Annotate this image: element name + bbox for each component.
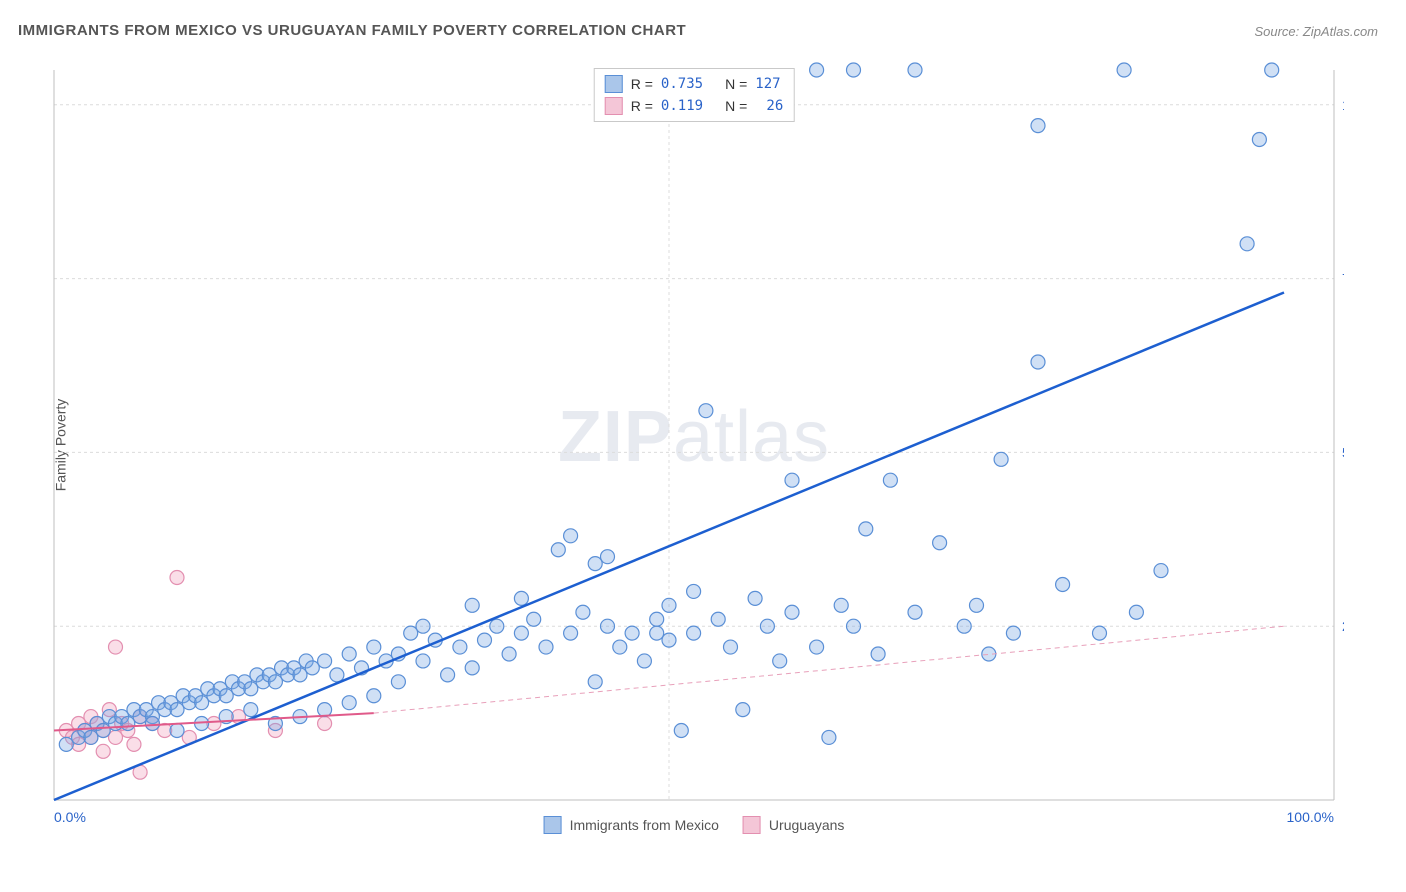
- r-value-mexico: 0.735: [661, 76, 703, 92]
- n-value-mexico: 127: [755, 76, 780, 92]
- scatter-plot-svg: 25.0% 50.0% 75.0% 100.0% 0.0% 100.0%: [44, 60, 1344, 830]
- legend-swatch-mexico-bottom: [544, 816, 562, 834]
- series-legend: Immigrants from Mexico Uruguayans: [544, 816, 845, 834]
- svg-text:0.0%: 0.0%: [54, 809, 86, 825]
- n-label: N =: [725, 98, 747, 114]
- legend-swatch-uruguay-bottom: [743, 816, 761, 834]
- legend-label-uruguay: Uruguayans: [769, 817, 845, 833]
- r-label: R =: [631, 98, 653, 114]
- correlation-legend: R = 0.735 N = 127 R = 0.119 N = 26: [594, 68, 795, 122]
- legend-swatch-mexico: [605, 75, 623, 93]
- source-attribution: Source: ZipAtlas.com: [1254, 24, 1378, 39]
- svg-text:100.0%: 100.0%: [1287, 809, 1334, 825]
- n-value-uruguay: 26: [755, 98, 783, 114]
- svg-text:75.0%: 75.0%: [1342, 271, 1344, 287]
- legend-label-mexico: Immigrants from Mexico: [570, 817, 719, 833]
- n-label: N =: [725, 76, 747, 92]
- chart-title: IMMIGRANTS FROM MEXICO VS URUGUAYAN FAMI…: [18, 22, 686, 39]
- svg-text:25.0%: 25.0%: [1342, 618, 1344, 634]
- r-label: R =: [631, 76, 653, 92]
- plot-area: Family Poverty ZIPatlas 25.0%50.0%75.0%1…: [44, 60, 1344, 830]
- r-value-uruguay: 0.119: [661, 98, 703, 114]
- svg-text:50.0%: 50.0%: [1342, 444, 1344, 460]
- legend-row-mexico: R = 0.735 N = 127: [605, 73, 784, 95]
- legend-item-mexico: Immigrants from Mexico: [544, 816, 719, 834]
- legend-item-uruguay: Uruguayans: [743, 816, 845, 834]
- legend-swatch-uruguay: [605, 97, 623, 115]
- legend-row-uruguay: R = 0.119 N = 26: [605, 95, 784, 117]
- svg-text:100.0%: 100.0%: [1342, 97, 1344, 113]
